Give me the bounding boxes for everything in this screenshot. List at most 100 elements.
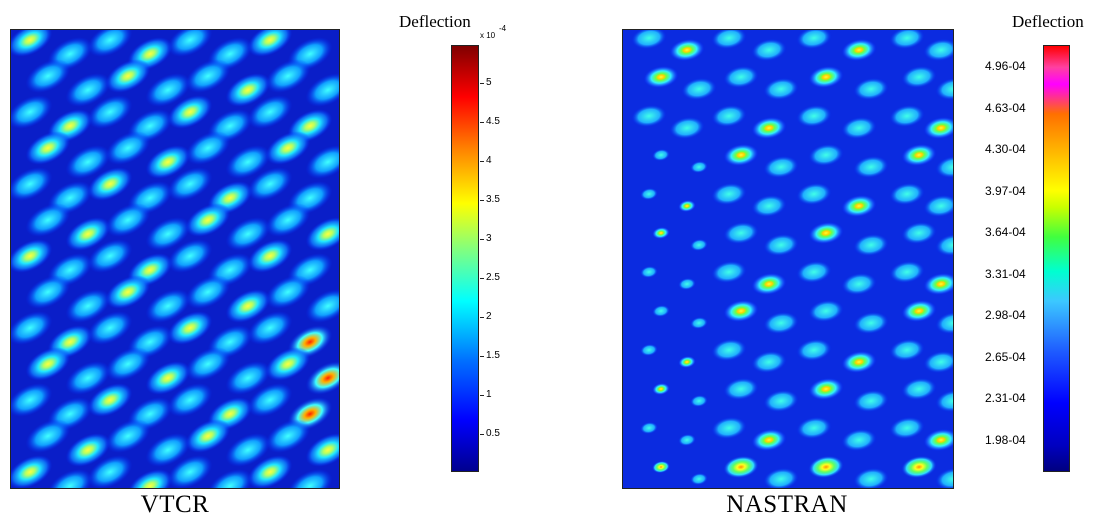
nastran-deflection-peak [923, 428, 953, 452]
vtcr-deflection-peak [145, 217, 191, 251]
nastran-deflection-peak [690, 316, 708, 330]
nastran-deflection-peak [723, 143, 759, 167]
vtcr-deflection-peak [87, 95, 133, 129]
vtcr-deflection-peak [87, 239, 133, 273]
nastran-deflection-peak [901, 143, 937, 167]
vtcr-colorbar-multiplier: x 10 [480, 31, 496, 40]
vtcr-colorbar-tick: 1 [480, 388, 492, 400]
nastran-deflection-peak [652, 304, 670, 318]
vtcr-deflection-peak [65, 289, 111, 323]
vtcr-deflection-peak [145, 361, 191, 395]
nastran-deflection-peak [796, 30, 832, 50]
nastran-deflection-peak [935, 311, 953, 335]
nastran-deflection-peak [841, 194, 877, 218]
nastran-deflection-peak [796, 260, 832, 284]
vtcr-deflection-peak [185, 275, 231, 309]
vtcr-deflection-peak [145, 145, 191, 179]
vtcr-deflection-peak [305, 145, 339, 179]
nastran-deflection-peak [652, 226, 670, 240]
vtcr-deflection-peak [25, 59, 71, 93]
nastran-deflection-peak [640, 187, 658, 201]
vtcr-colorbar-tick: 3.5 [480, 193, 500, 205]
vtcr-deflection-peak [11, 30, 53, 57]
vtcr-deflection-peak [225, 289, 271, 323]
nastran-deflection-peak [643, 65, 679, 89]
vtcr-deflection-peak [105, 131, 151, 165]
nastran-colorbar-tick: 3.64-04 [985, 225, 1026, 239]
nastran-deflection-peak [796, 338, 832, 362]
nastran-deflection-peak [796, 416, 832, 440]
nastran-deflection-peak [889, 416, 925, 440]
vtcr-deflection-peak [11, 383, 53, 417]
nastran-deflection-peak [678, 355, 696, 369]
nastran-deflection-peak [763, 311, 799, 335]
vtcr-deflection-peak [287, 469, 333, 488]
nastran-deflection-peak [808, 455, 844, 479]
nastran-deflection-peak [808, 143, 844, 167]
nastran-deflection-peak [678, 199, 696, 213]
nastran-deflection-peak [751, 428, 787, 452]
nastran-deflection-peak [711, 338, 747, 362]
vtcr-deflection-peak [25, 275, 71, 309]
nastran-deflection-peak [763, 233, 799, 257]
vtcr-deflection-peak [305, 361, 339, 395]
vtcr-deflection-peak [145, 433, 191, 467]
nastran-deflection-peak [853, 77, 889, 101]
nastran-deflection-peak [901, 65, 937, 89]
vtcr-deflection-peak [207, 469, 253, 488]
nastran-deflection-peak [723, 65, 759, 89]
nastran-deflection-peak [853, 311, 889, 335]
vtcr-deflection-peak [225, 73, 271, 107]
vtcr-deflection-peak [247, 383, 293, 417]
vtcr-deflection-peak [305, 217, 339, 251]
vtcr-deflection-peak [47, 469, 93, 488]
vtcr-deflection-peak [305, 73, 339, 107]
nastran-colorbar-tick: 4.96-04 [985, 59, 1026, 73]
nastran-deflection-peak [796, 182, 832, 206]
nastran-deflection-peak [923, 38, 953, 62]
nastran-deflection-peak [841, 350, 877, 374]
nastran-contour-image [623, 30, 953, 488]
vtcr-deflection-peak [225, 217, 271, 251]
vtcr-deflection-peak [265, 347, 311, 381]
nastran-deflection-peak [652, 148, 670, 162]
nastran-deflection-peak [652, 382, 670, 396]
vtcr-deflection-peak [225, 145, 271, 179]
vtcr-deflection-peak [185, 347, 231, 381]
vtcr-deflection-peak [11, 167, 53, 201]
nastran-deflection-peak [889, 338, 925, 362]
vtcr-deflection-peak [265, 131, 311, 165]
vtcr-deflection-peak [185, 203, 231, 237]
nastran-deflection-peak [935, 155, 953, 179]
nastran-deflection-peak [841, 38, 877, 62]
vtcr-colorbar-tick: 5 [480, 76, 492, 88]
nastran-deflection-peak [711, 104, 747, 128]
nastran-deflection-peak [681, 77, 717, 101]
nastran-deflection-peak [935, 77, 953, 101]
vtcr-colorbar-tick: 0.5 [480, 427, 500, 439]
nastran-deflection-peak [631, 104, 667, 128]
nastran-deflection-peak [723, 455, 759, 479]
vtcr-deflection-peak [247, 239, 293, 273]
vtcr-deflection-peak [105, 419, 151, 453]
vtcr-deflection-peak [305, 433, 339, 467]
nastran-deflection-peak [711, 182, 747, 206]
nastran-deflection-peak [853, 467, 889, 488]
nastran-deflection-peak [669, 38, 705, 62]
vtcr-deflection-peak [87, 455, 133, 488]
nastran-deflection-peak [723, 221, 759, 245]
vtcr-colorbar-exponent: -4 [499, 24, 507, 33]
nastran-deflection-peak [808, 299, 844, 323]
vtcr-deflection-peak [167, 167, 213, 201]
vtcr-deflection-peak [167, 239, 213, 273]
nastran-deflection-peak [923, 116, 953, 140]
vtcr-deflection-peak [185, 419, 231, 453]
nastran-deflection-peak [751, 272, 787, 296]
vtcr-contour-plot [10, 29, 340, 489]
nastran-deflection-peak [723, 299, 759, 323]
nastran-deflection-peak [640, 343, 658, 357]
vtcr-deflection-peak [167, 30, 213, 57]
nastran-deflection-peak [935, 389, 953, 413]
vtcr-deflection-peak [247, 95, 293, 129]
nastran-colorbar-tick: 4.30-04 [985, 142, 1026, 156]
